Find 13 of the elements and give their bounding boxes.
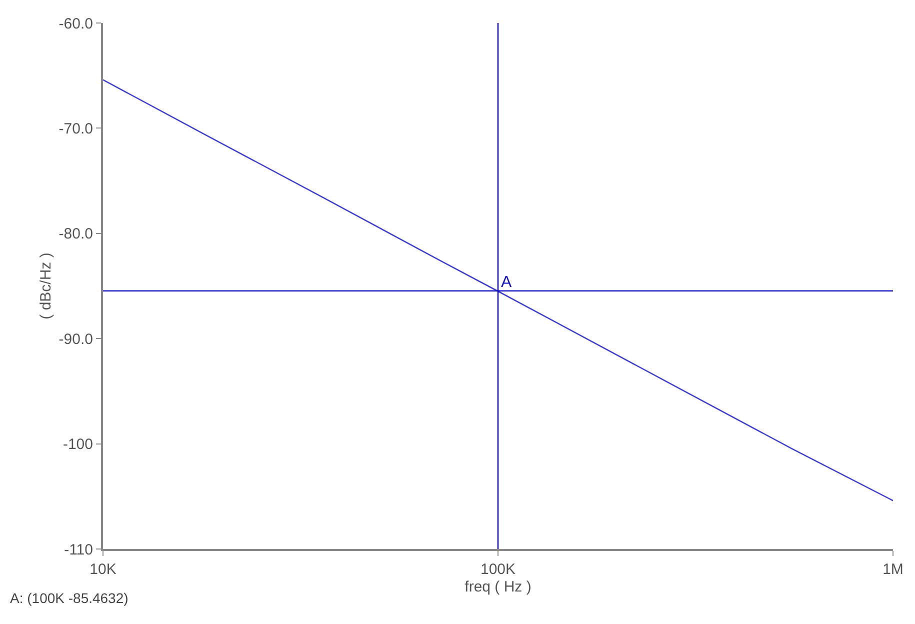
- ref-line-label: A: [501, 274, 512, 291]
- y-tick-label: -80.0: [58, 226, 93, 243]
- text: A: (100K -85.4632): [10, 590, 128, 606]
- y-tick-label: -70.0: [58, 120, 93, 138]
- y-tick-label: -100: [62, 436, 93, 454]
- x-tick-label: 1M: [882, 561, 904, 578]
- x-axis-title: freq ( Hz ): [464, 578, 532, 596]
- y-tick-label: -90.0: [58, 330, 93, 348]
- x-tick-label: 100K: [480, 561, 516, 578]
- y-tick-label: -60.0: [58, 15, 93, 32]
- y-axis-title: ( dBc/Hz ): [38, 252, 55, 320]
- x-tick-label: 10K: [90, 561, 116, 578]
- y-tick-label: -110: [64, 541, 93, 558]
